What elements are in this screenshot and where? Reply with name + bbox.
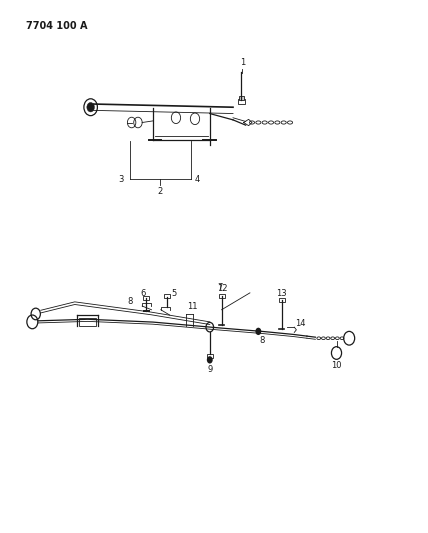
Text: 8: 8	[128, 297, 133, 306]
FancyBboxPatch shape	[239, 96, 244, 100]
Circle shape	[256, 328, 262, 335]
Text: 12: 12	[217, 284, 228, 293]
Text: 2: 2	[158, 188, 163, 196]
Text: 5: 5	[172, 289, 177, 298]
Text: 14: 14	[295, 319, 306, 328]
Text: 7704 100 A: 7704 100 A	[26, 21, 87, 31]
FancyBboxPatch shape	[279, 298, 285, 302]
FancyBboxPatch shape	[164, 294, 169, 298]
Text: 11: 11	[187, 302, 198, 311]
Text: 1: 1	[240, 58, 245, 67]
Text: 6: 6	[140, 289, 146, 298]
Text: 4: 4	[194, 175, 199, 184]
Text: 10: 10	[331, 361, 342, 370]
Circle shape	[207, 356, 213, 364]
Text: 7: 7	[217, 283, 223, 292]
FancyBboxPatch shape	[207, 353, 213, 358]
Text: 9: 9	[207, 365, 212, 374]
FancyBboxPatch shape	[79, 318, 96, 326]
Text: 3: 3	[118, 175, 123, 184]
FancyBboxPatch shape	[143, 296, 149, 300]
Text: 13: 13	[276, 288, 287, 297]
Text: 8: 8	[260, 336, 265, 345]
FancyBboxPatch shape	[238, 99, 245, 104]
FancyBboxPatch shape	[219, 294, 225, 297]
Circle shape	[87, 102, 95, 112]
